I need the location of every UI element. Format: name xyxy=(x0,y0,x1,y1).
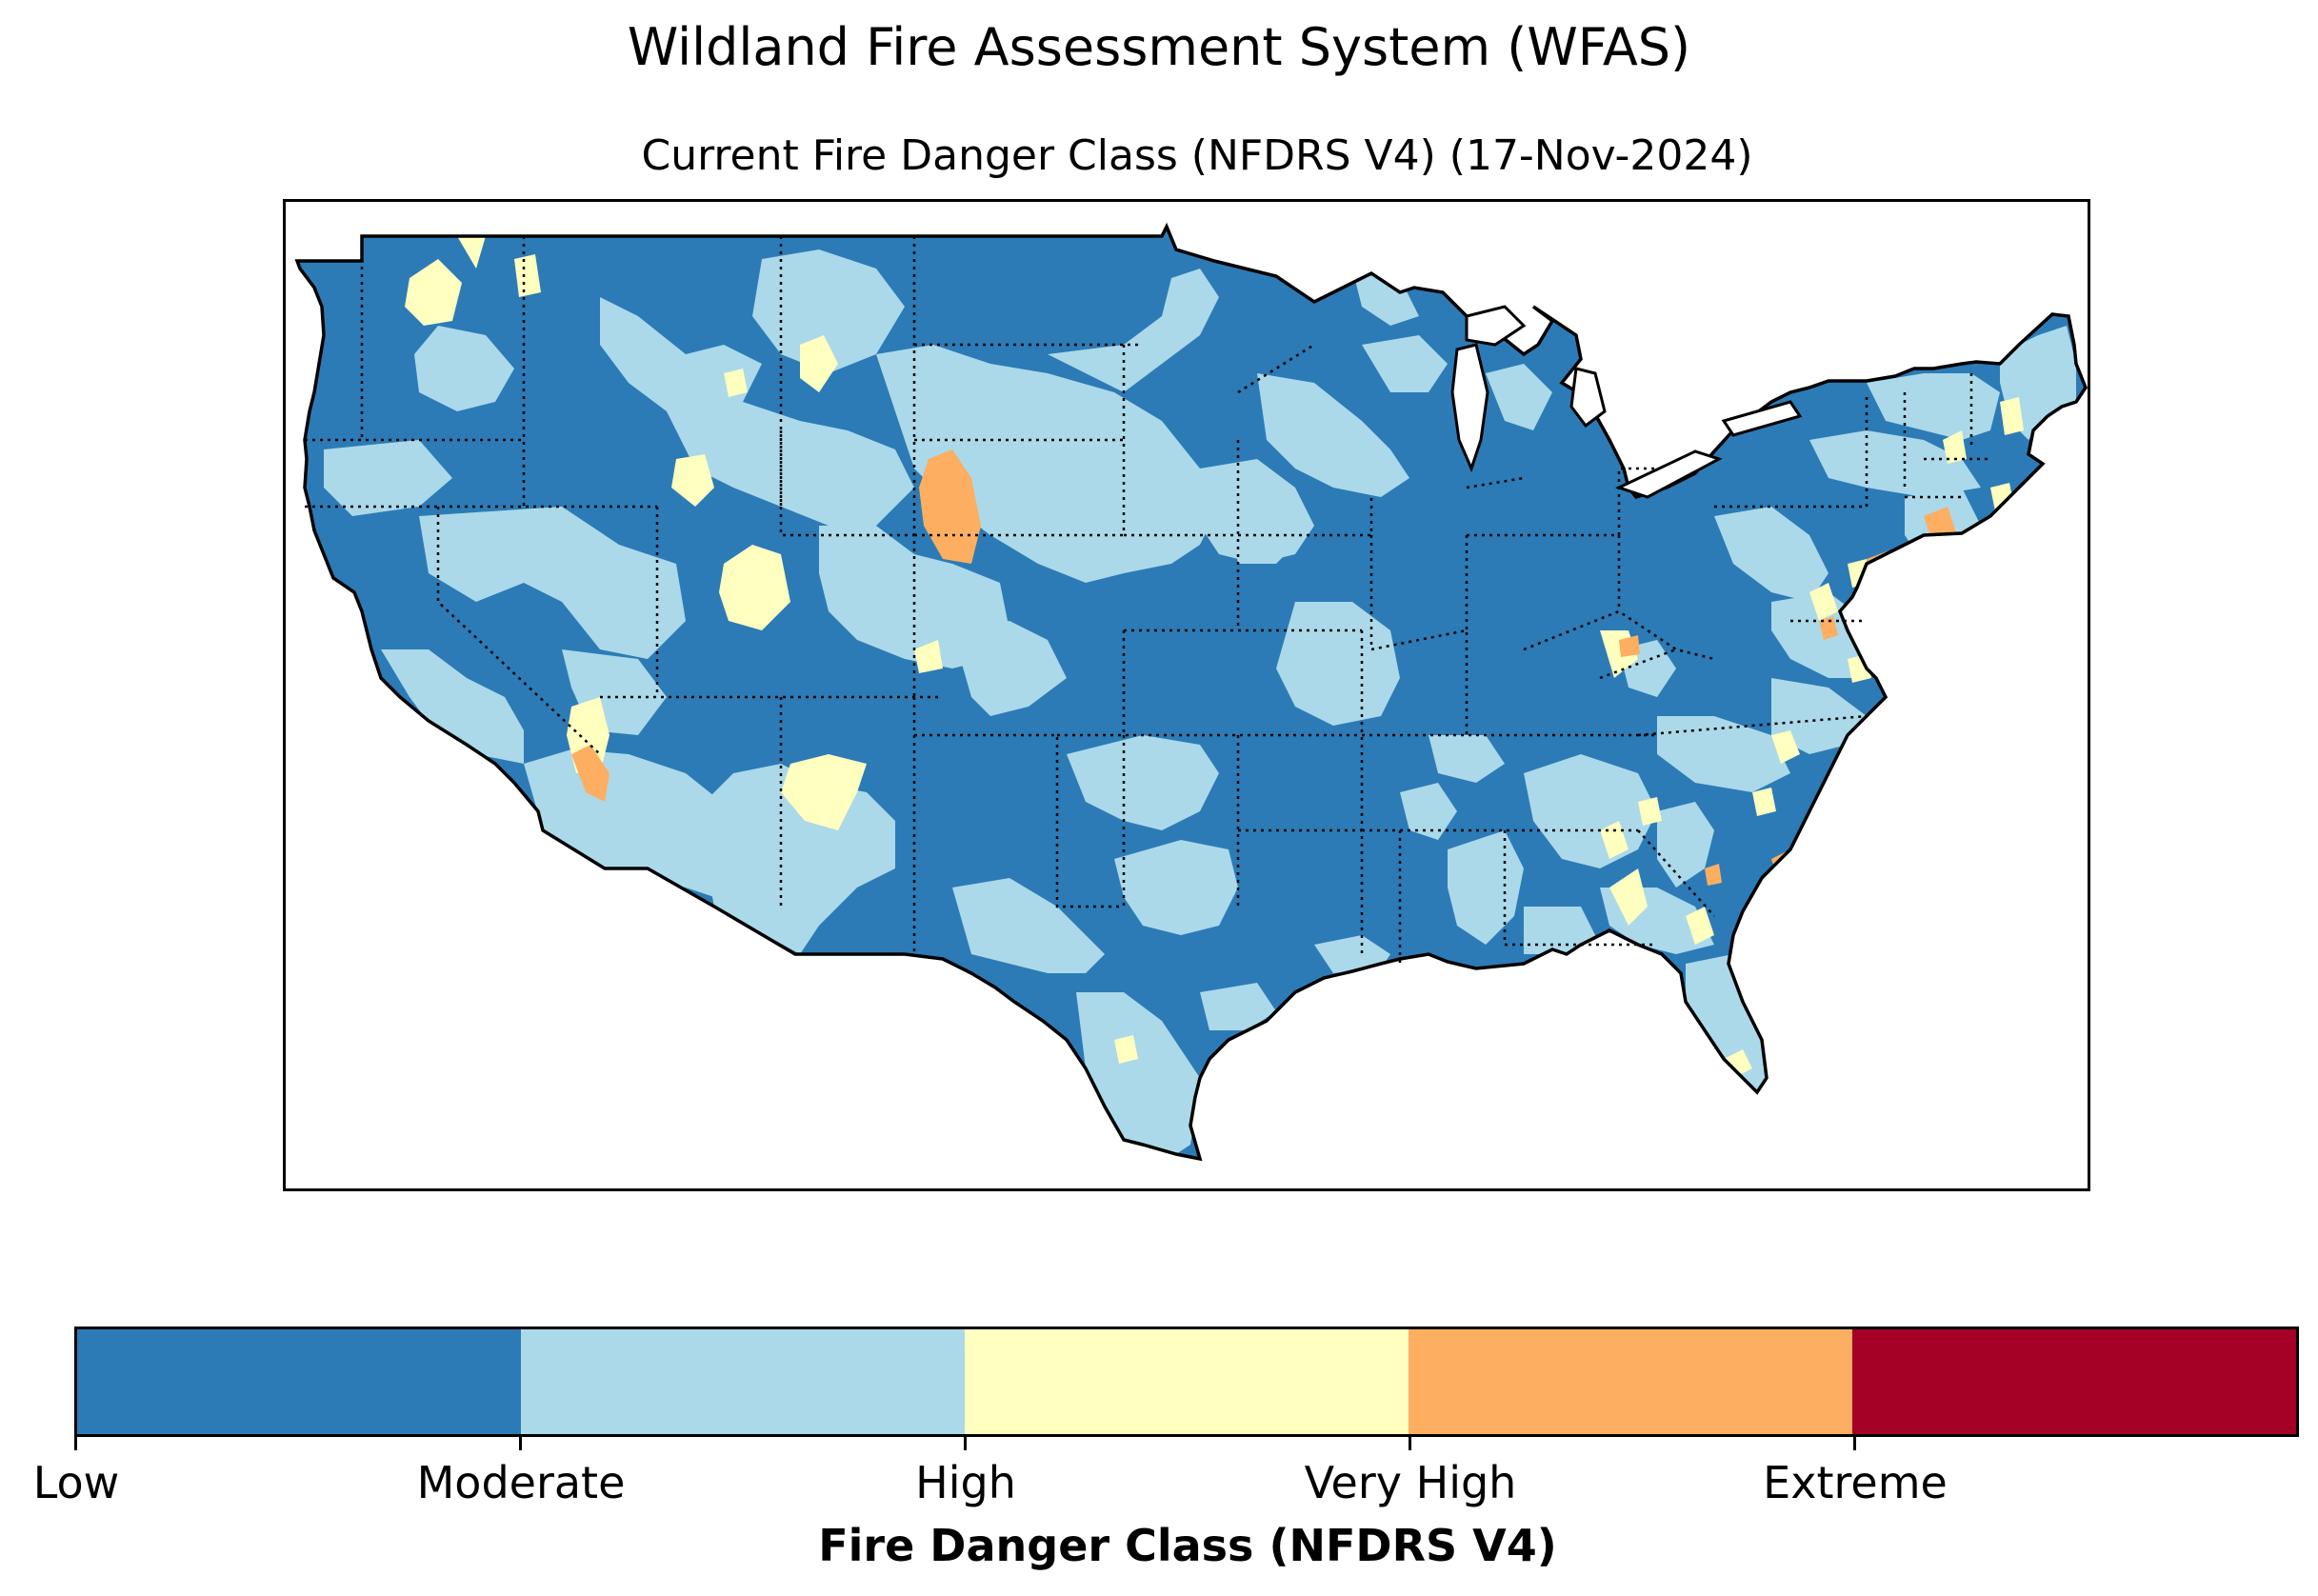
colorbar-title: Fire Danger Class (NFDRS V4) xyxy=(818,1520,1557,1571)
colorbar-tick xyxy=(519,1437,522,1450)
colorbar-tick xyxy=(964,1437,967,1450)
lake-superior-fragment xyxy=(1465,305,1527,347)
fire-danger-regions xyxy=(297,227,2086,1159)
lake-michigan xyxy=(1450,343,1489,473)
tick-label-moderate: Moderate xyxy=(416,1457,626,1508)
colorbar-tick xyxy=(1409,1437,1411,1450)
state-boundaries xyxy=(305,236,1990,964)
map-subtitle: Current Fire Danger Class (NFDRS V4) (17… xyxy=(641,131,1753,180)
tick-label-high: High xyxy=(915,1457,1016,1508)
tick-label-very-high: Very High xyxy=(1304,1457,1517,1508)
lake-ontario xyxy=(1721,400,1803,437)
figure-title: Wildland Fire Assessment System (WFAS) xyxy=(627,17,1691,77)
map-frame xyxy=(283,199,2090,1191)
colorbar-tick xyxy=(74,1437,77,1450)
great-lakes xyxy=(1450,305,1803,499)
us-fire-danger-map xyxy=(295,225,2088,1161)
lake-huron xyxy=(1569,367,1607,429)
lake-erie xyxy=(1614,449,1723,499)
colorbar-segment-very-high xyxy=(1409,1329,1852,1434)
colorbar-segment-high xyxy=(965,1329,1409,1434)
colorbar-segment-low xyxy=(77,1329,521,1434)
tick-label-extreme: Extreme xyxy=(1763,1457,1948,1508)
colorbar xyxy=(74,1327,2299,1437)
colorbar-segment-extreme xyxy=(1852,1329,2296,1434)
colorbar-tick xyxy=(1853,1437,1856,1450)
tick-label-low: Low xyxy=(32,1457,120,1508)
colorbar-segment-moderate xyxy=(521,1329,965,1434)
